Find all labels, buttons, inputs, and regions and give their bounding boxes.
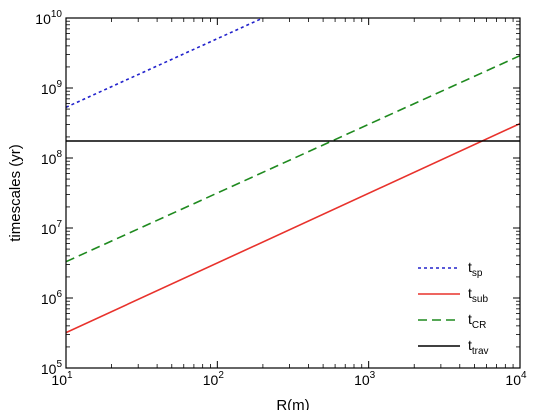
y-tick-label: 109 <box>41 79 63 97</box>
x-axis-title: R(m) <box>276 397 309 410</box>
y-tick-label: 106 <box>41 289 63 307</box>
series-line-CR <box>66 54 520 263</box>
legend-label-trav: ttrav <box>468 337 489 357</box>
x-tick-label: 103 <box>354 370 376 388</box>
x-tick-label: 104 <box>505 370 527 388</box>
legend-label-CR: tCR <box>468 311 486 331</box>
series-line-sub <box>66 122 520 334</box>
x-tick-label: 102 <box>203 370 225 388</box>
tick-labels: 101 102 103 104 105 106 107 108 109 1010 <box>35 9 527 388</box>
legend-label-sp: tsp <box>468 259 483 279</box>
y-tick-label: 108 <box>41 149 63 167</box>
legend: tsp tsub tCR ttrav <box>418 259 489 357</box>
y-axis-title: timescales (yr) <box>7 144 24 242</box>
series-layer <box>66 18 520 334</box>
y-tick-label: 105 <box>41 359 63 377</box>
legend-label-sub: tsub <box>468 285 488 305</box>
y-tick-label: 1010 <box>35 9 62 27</box>
y-tick-label: 107 <box>41 219 63 237</box>
plot-frame <box>65 17 521 369</box>
x-tick-label: 101 <box>51 370 73 388</box>
ticks-layer <box>65 17 521 369</box>
series-line-sp <box>66 18 264 109</box>
